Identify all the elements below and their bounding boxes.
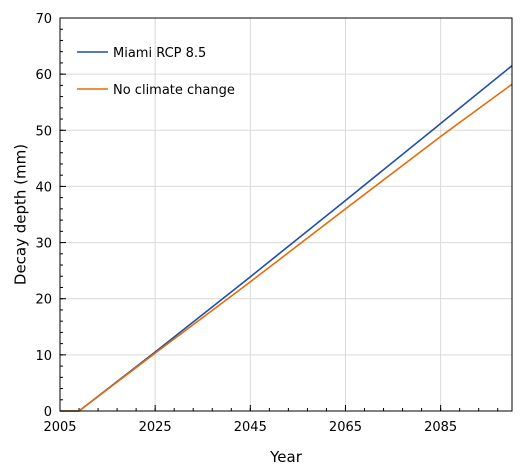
y-tick-label: 10 bbox=[35, 349, 52, 364]
x-tick-label: 2065 bbox=[329, 420, 362, 435]
x-tick-label: 2005 bbox=[43, 420, 76, 435]
grid-lines bbox=[60, 18, 512, 411]
y-axis-label: Decay depth (mm) bbox=[11, 144, 29, 285]
x-axis-label: Year bbox=[269, 448, 303, 466]
y-tick-label: 40 bbox=[35, 180, 52, 195]
major-ticks bbox=[59, 17, 442, 412]
y-tick-label: 60 bbox=[35, 68, 52, 83]
series-lines bbox=[60, 65, 513, 412]
y-tick-label: 50 bbox=[35, 124, 52, 139]
legend-label-miami-rcp-8-5: Miami RCP 8.5 bbox=[113, 46, 206, 61]
y-tick-label: 20 bbox=[35, 293, 52, 308]
y-tick-label: 0 bbox=[44, 405, 52, 420]
x-tick-label: 2085 bbox=[424, 420, 457, 435]
x-tick-label: 2045 bbox=[234, 420, 267, 435]
y-tick-label: 30 bbox=[35, 237, 52, 252]
minor-ticks bbox=[59, 17, 499, 412]
tick-labels: 2005 2025 2045 2065 2085 0 10 20 30 40 50 60 70 bbox=[35, 12, 457, 435]
legend: Miami RCP 8.5 No climate change bbox=[77, 46, 235, 98]
x-tick-label: 2025 bbox=[139, 420, 172, 435]
y-tick-label: 70 bbox=[35, 12, 52, 27]
series-line-miami-rcp-8-5 bbox=[60, 65, 513, 412]
plot-frame bbox=[59, 17, 513, 412]
legend-label-no-climate-change: No climate change bbox=[113, 83, 235, 98]
